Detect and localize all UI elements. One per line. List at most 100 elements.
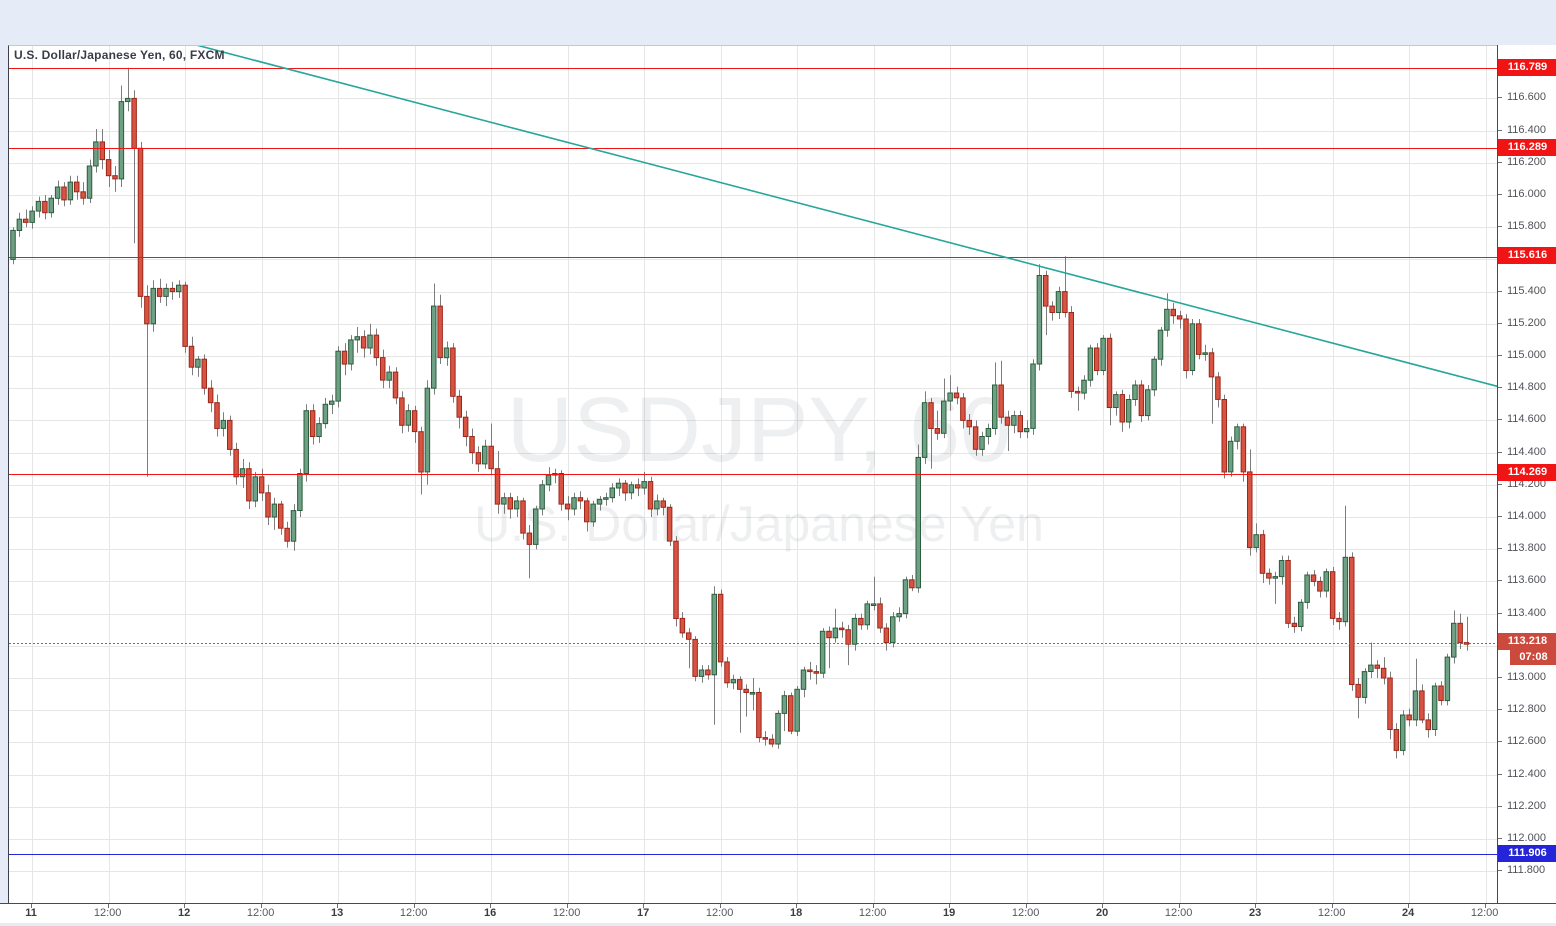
candle-body	[316, 423, 322, 438]
price-axis[interactable]: 116.600 116.400 116.200 116.000 115.800 115.4…	[1497, 45, 1556, 903]
candle-body	[768, 738, 775, 745]
price-badge-115.616[interactable]: 115.616	[1498, 247, 1556, 265]
candle-body	[513, 500, 520, 510]
candle-body	[1036, 275, 1043, 365]
candle-body	[1329, 571, 1336, 619]
candle-body	[1266, 572, 1272, 579]
time-tick	[31, 904, 33, 908]
candle-body	[851, 617, 858, 645]
candle-body	[169, 287, 176, 293]
price-badge-111.906[interactable]: 111.906	[1498, 844, 1556, 862]
time-tick	[260, 904, 262, 908]
candle-body	[533, 508, 539, 545]
candle-body	[1412, 690, 1419, 721]
candle-body	[577, 497, 584, 502]
candle-body	[35, 200, 42, 212]
candle-body	[233, 448, 239, 478]
candle-body	[348, 339, 354, 365]
candle-body	[437, 305, 443, 359]
time-tick	[566, 904, 568, 908]
candle-body	[1278, 560, 1285, 578]
candle-body	[743, 688, 749, 693]
candle-body	[1304, 574, 1310, 603]
candle-body	[1125, 399, 1132, 423]
candle-body	[443, 347, 450, 359]
candle-body	[475, 452, 482, 465]
price-tick-116.400: 116.400	[1498, 123, 1556, 137]
time-label-13: 13	[330, 907, 344, 919]
candle-body	[462, 416, 469, 438]
candle-body	[1406, 714, 1412, 721]
candles-layer	[10, 67, 1470, 759]
candle-body	[615, 482, 622, 489]
level-lines-layer[interactable]	[9, 68, 1498, 855]
time-label-12:00: 12:00	[93, 907, 122, 919]
time-label-12:00: 12:00	[1164, 907, 1193, 919]
candle-body	[896, 613, 902, 618]
candle-body	[564, 503, 571, 510]
candle-body	[934, 428, 941, 434]
price-badge-116.289[interactable]: 116.289	[1498, 139, 1556, 156]
candle-body	[756, 692, 762, 739]
candle-body	[1081, 379, 1087, 394]
time-label-18: 18	[789, 907, 803, 919]
candle-body	[341, 350, 348, 365]
candle-body	[928, 402, 934, 430]
candle-body	[1234, 426, 1240, 442]
candle-body	[603, 497, 609, 500]
candle-body	[112, 175, 118, 180]
time-tick	[1102, 904, 1104, 908]
price-badge-114.269[interactable]: 114.269	[1498, 464, 1556, 482]
candle-body	[800, 669, 807, 690]
time-axis[interactable]: 11 12:00 12 12:00 13 12:00 16 12:00 17 12:00 18 12:…	[0, 903, 1556, 924]
candle-body	[258, 476, 265, 494]
candle-body	[1247, 471, 1253, 549]
candle-body	[1393, 729, 1400, 751]
candle-body	[1387, 677, 1393, 730]
bottom-margin	[0, 923, 1556, 926]
candle-body	[1062, 291, 1068, 314]
candle-body	[998, 384, 1004, 418]
candle-body	[858, 617, 864, 626]
candle-body	[654, 500, 660, 510]
candle-body	[42, 200, 48, 214]
candle-body	[482, 445, 488, 465]
candle-body	[883, 627, 890, 644]
candle-body	[1189, 323, 1196, 371]
time-label-12:00: 12:00	[1011, 907, 1040, 919]
price-badge-116.789[interactable]: 116.789	[1498, 58, 1556, 76]
candle-body	[1043, 275, 1049, 307]
candle-body	[214, 402, 220, 430]
candle-body	[539, 484, 545, 510]
candle-body	[992, 384, 998, 429]
candle-body	[1425, 719, 1431, 731]
candle-body	[418, 431, 424, 473]
watermark: USDJPY, 60U.S. Dollar/Japanese Yen	[474, 379, 1044, 552]
candle-body	[411, 410, 418, 433]
candle-body	[80, 191, 86, 199]
time-tick	[1331, 904, 1333, 908]
candle-body	[1017, 415, 1023, 433]
candle-body	[698, 669, 705, 677]
time-tick	[107, 904, 109, 908]
candle-body	[176, 284, 182, 293]
time-label-12:00: 12:00	[1470, 907, 1499, 919]
candle-body	[1215, 376, 1221, 400]
candle-body	[271, 503, 278, 518]
time-tick	[1484, 904, 1486, 908]
candle-body	[1138, 384, 1145, 417]
candle-body	[1176, 315, 1183, 320]
candle-body	[1164, 308, 1170, 331]
trendline[interactable]	[179, 46, 1498, 388]
candle-body	[252, 476, 258, 502]
candle-body	[1431, 685, 1438, 730]
candle-body	[16, 218, 23, 231]
bar-countdown: 07:08	[1510, 650, 1556, 666]
chart-pan-area[interactable]: USDJPY, 60 U.S. Dollar/Japanese Yen	[8, 45, 1498, 904]
candle-body	[526, 532, 533, 545]
candle-body	[125, 97, 131, 103]
price-tick-113.000: 113.000	[1498, 670, 1556, 684]
candle-body	[163, 287, 169, 297]
candle-body	[290, 510, 297, 542]
